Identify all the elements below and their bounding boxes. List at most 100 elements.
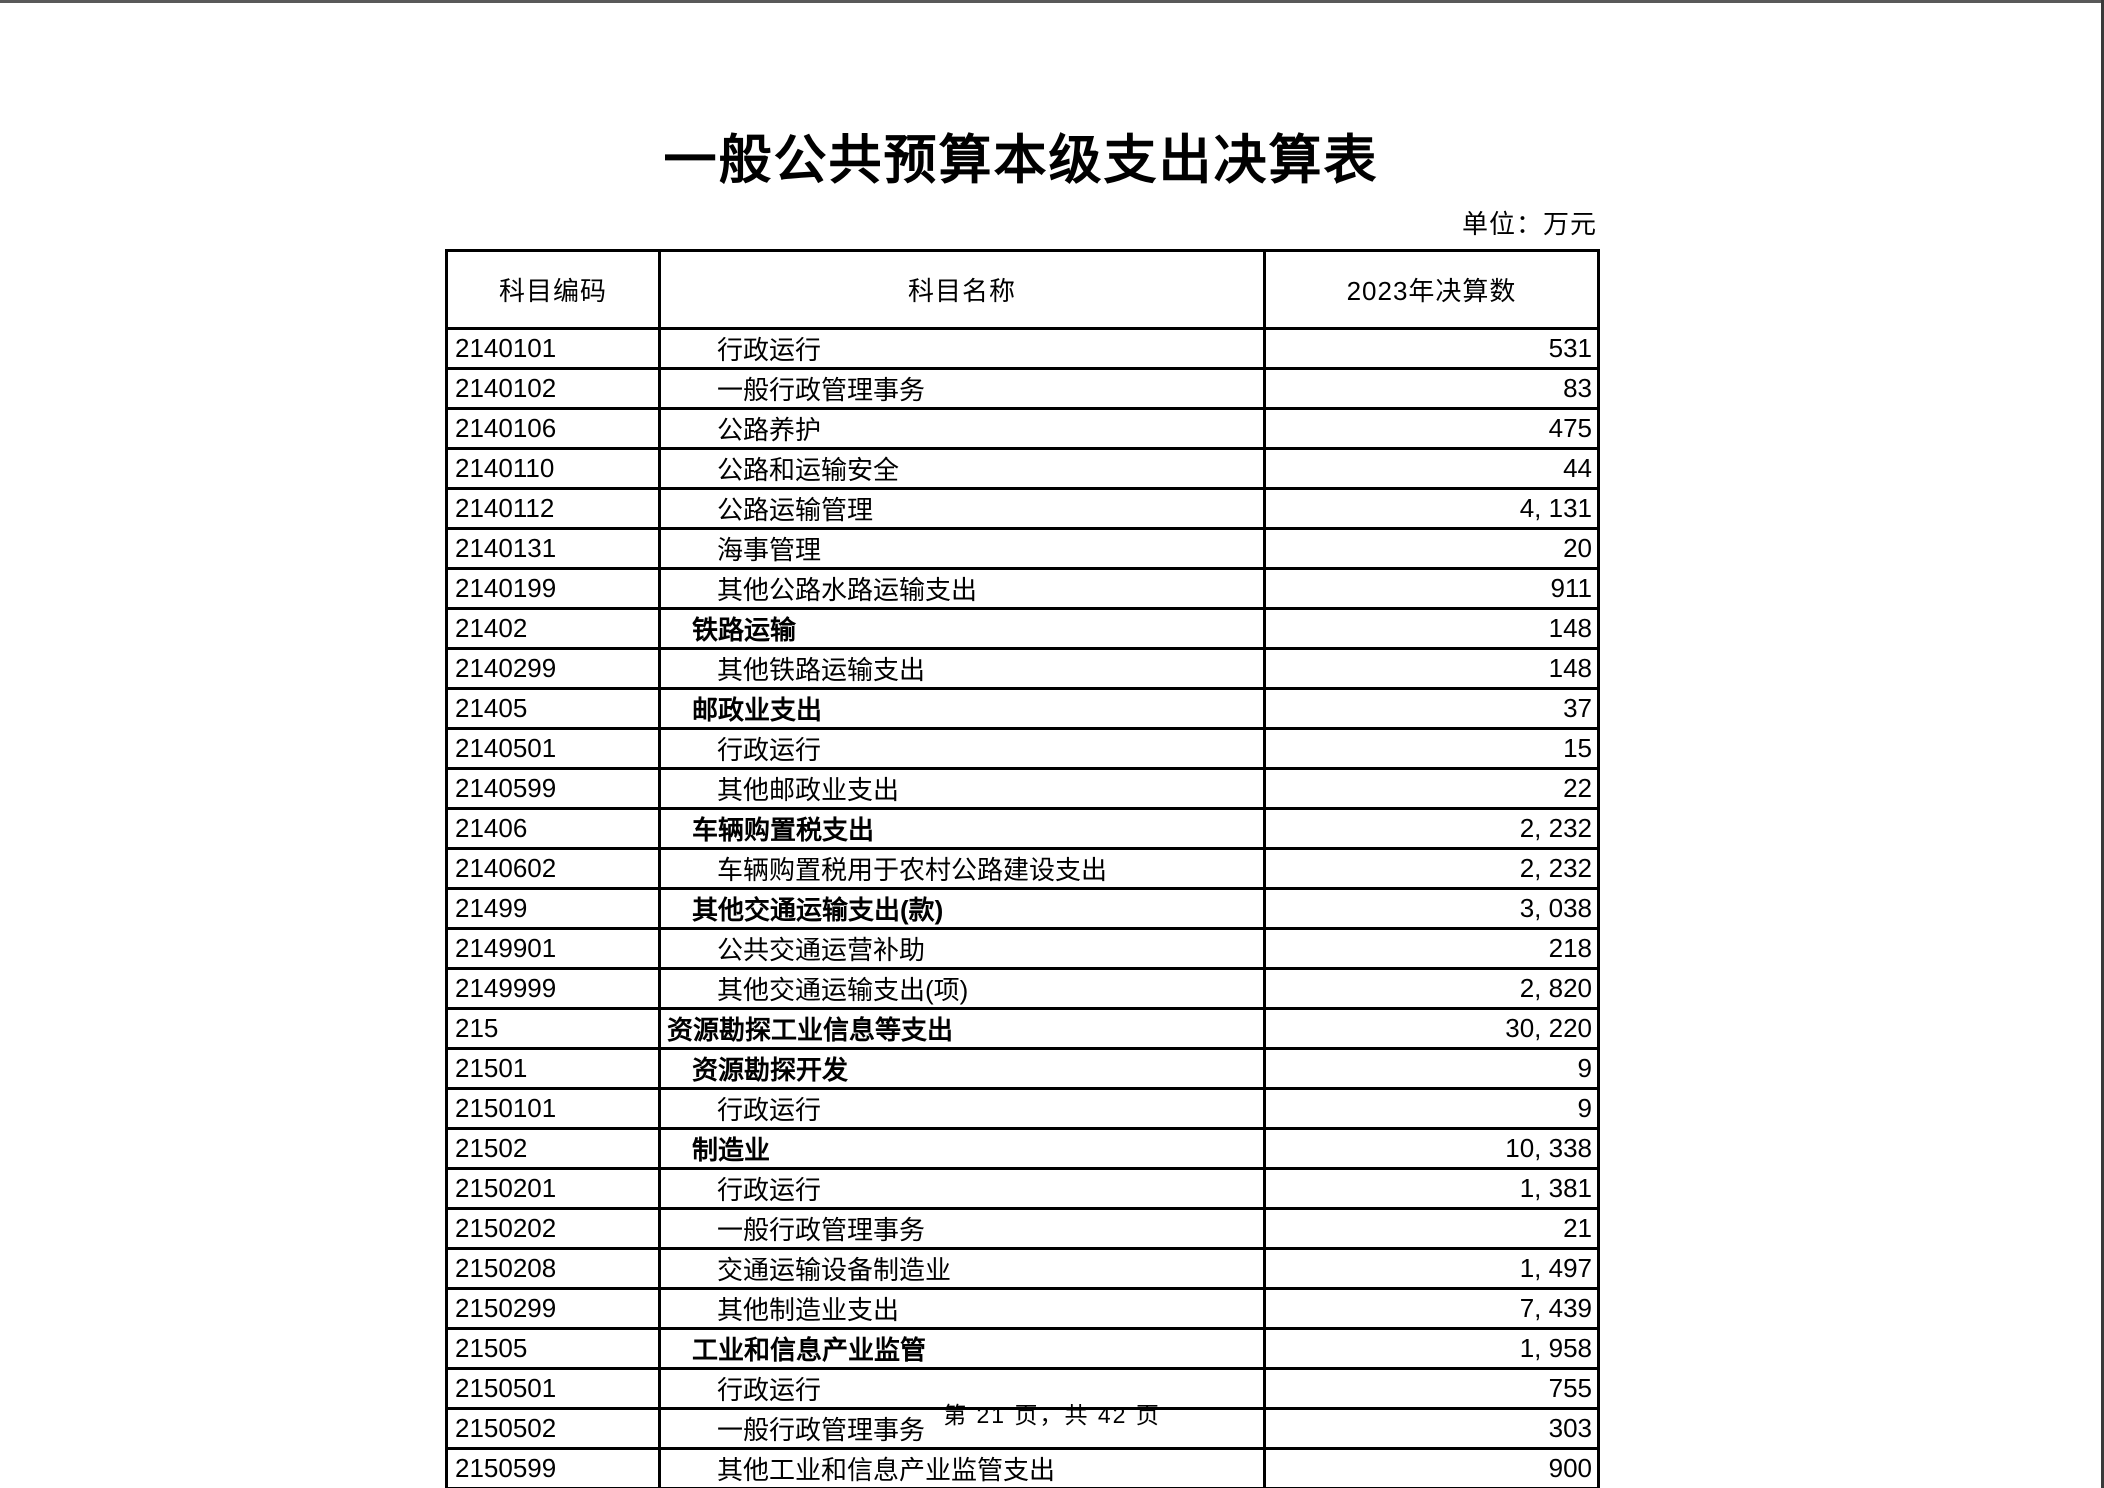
subject-name-cell: 行政运行 bbox=[658, 327, 1266, 370]
subject-name-cell: 行政运行 bbox=[658, 727, 1266, 770]
subject-name-cell: 公路和运输安全 bbox=[658, 447, 1266, 490]
subject-name-cell: 一般行政管理事务 bbox=[658, 1407, 1266, 1450]
subject-name-cell: 其他交通运输支出(款) bbox=[658, 887, 1266, 930]
subject-name-cell: 海事管理 bbox=[658, 527, 1266, 570]
subject-code-cell: 21499 bbox=[445, 887, 661, 930]
final-amount-cell: 2, 820 bbox=[1263, 967, 1600, 1010]
subject-code-cell: 2150599 bbox=[445, 1447, 661, 1488]
table-row: 215 资源勘探工业信息等支出 30, 220 bbox=[445, 1007, 1600, 1050]
table-header-row: 科目编码 科目名称 2023年决算数 bbox=[445, 249, 1600, 330]
table-row: 2150501 行政运行 755 bbox=[445, 1367, 1600, 1410]
subject-name-cell: 其他公路水路运输支出 bbox=[658, 567, 1266, 610]
subject-code-cell: 2150501 bbox=[445, 1367, 661, 1410]
subject-code-cell: 2150101 bbox=[445, 1087, 661, 1130]
table-row: 2150202 一般行政管理事务 21 bbox=[445, 1207, 1600, 1250]
page-title: 一般公共预算本级支出决算表 bbox=[663, 131, 1379, 190]
table-row: 2150208 交通运输设备制造业 1, 497 bbox=[445, 1247, 1600, 1290]
table-row: 2149901 公共交通运营补助 218 bbox=[445, 927, 1600, 970]
table-row: 21501 资源勘探开发 9 bbox=[445, 1047, 1600, 1090]
subject-name-cell: 一般行政管理事务 bbox=[658, 367, 1266, 410]
final-amount-cell: 83 bbox=[1263, 367, 1600, 410]
final-amount-cell: 475 bbox=[1263, 407, 1600, 450]
subject-name-cell: 铁路运输 bbox=[658, 607, 1266, 650]
table-row: 2140602 车辆购置税用于农村公路建设支出 2, 232 bbox=[445, 847, 1600, 890]
final-amount-cell: 531 bbox=[1263, 327, 1600, 370]
subject-name-cell: 资源勘探开发 bbox=[658, 1047, 1266, 1090]
table-row: 2140599 其他邮政业支出 22 bbox=[445, 767, 1600, 810]
table-row: 2149999 其他交通运输支出(项) 2, 820 bbox=[445, 967, 1600, 1010]
table-row: 2140110 公路和运输安全 44 bbox=[445, 447, 1600, 490]
subject-name-cell: 公路运输管理 bbox=[658, 487, 1266, 530]
table-row: 2140199 其他公路水路运输支出 911 bbox=[445, 567, 1600, 610]
table-row: 2140102 一般行政管理事务 83 bbox=[445, 367, 1600, 410]
column-header-final-amount: 2023年决算数 bbox=[1263, 249, 1600, 330]
subject-name-cell: 车辆购置税支出 bbox=[658, 807, 1266, 850]
subject-name-cell: 公共交通运营补助 bbox=[658, 927, 1266, 970]
final-amount-cell: 44 bbox=[1263, 447, 1600, 490]
subject-code-cell: 2140299 bbox=[445, 647, 661, 690]
final-amount-cell: 1, 958 bbox=[1263, 1327, 1600, 1370]
subject-name-cell: 其他交通运输支出(项) bbox=[658, 967, 1266, 1010]
subject-code-cell: 2149901 bbox=[445, 927, 661, 970]
subject-code-cell: 2140112 bbox=[445, 487, 661, 530]
budget-table: 科目编码 科目名称 2023年决算数 2140101 行政运行 531 2140… bbox=[445, 249, 1600, 1488]
subject-code-cell: 21505 bbox=[445, 1327, 661, 1370]
table-row: 2140131 海事管理 20 bbox=[445, 527, 1600, 570]
table-row: 21505 工业和信息产业监管 1, 958 bbox=[445, 1327, 1600, 1370]
subject-code-cell: 2150502 bbox=[445, 1407, 661, 1450]
subject-code-cell: 2140199 bbox=[445, 567, 661, 610]
final-amount-cell: 900 bbox=[1263, 1447, 1600, 1488]
table-row: 21402 铁路运输 148 bbox=[445, 607, 1600, 650]
final-amount-cell: 4, 131 bbox=[1263, 487, 1600, 530]
subject-name-cell: 工业和信息产业监管 bbox=[658, 1327, 1266, 1370]
subject-code-cell: 21405 bbox=[445, 687, 661, 730]
column-header-subject-code: 科目编码 bbox=[445, 249, 661, 330]
subject-name-cell: 行政运行 bbox=[658, 1087, 1266, 1130]
final-amount-cell: 15 bbox=[1263, 727, 1600, 770]
window-right-edge bbox=[2101, 0, 2104, 1488]
subject-code-cell: 21402 bbox=[445, 607, 661, 650]
subject-code-cell: 21406 bbox=[445, 807, 661, 850]
subject-name-cell: 行政运行 bbox=[658, 1367, 1266, 1410]
final-amount-cell: 9 bbox=[1263, 1047, 1600, 1090]
subject-code-cell: 215 bbox=[445, 1007, 661, 1050]
final-amount-cell: 7, 439 bbox=[1263, 1287, 1600, 1330]
final-amount-cell: 37 bbox=[1263, 687, 1600, 730]
final-amount-cell: 755 bbox=[1263, 1367, 1600, 1410]
table-row: 2150599 其他工业和信息产业监管支出 900 bbox=[445, 1447, 1600, 1488]
page-number: 第 21 页，共 42 页 bbox=[943, 1402, 1161, 1428]
final-amount-cell: 20 bbox=[1263, 527, 1600, 570]
table-row: 21405 邮政业支出 37 bbox=[445, 687, 1600, 730]
final-amount-cell: 911 bbox=[1263, 567, 1600, 610]
final-amount-cell: 2, 232 bbox=[1263, 847, 1600, 890]
table-row: 2150502 一般行政管理事务 303 bbox=[445, 1407, 1600, 1450]
final-amount-cell: 148 bbox=[1263, 647, 1600, 690]
subject-name-cell: 其他铁路运输支出 bbox=[658, 647, 1266, 690]
final-amount-cell: 1, 381 bbox=[1263, 1167, 1600, 1210]
subject-code-cell: 2150208 bbox=[445, 1247, 661, 1290]
column-header-subject-name: 科目名称 bbox=[658, 249, 1266, 330]
table-row: 2150101 行政运行 9 bbox=[445, 1087, 1600, 1130]
table-row: 2140101 行政运行 531 bbox=[445, 327, 1600, 370]
subject-code-cell: 2150299 bbox=[445, 1287, 661, 1330]
table-row: 2140112 公路运输管理 4, 131 bbox=[445, 487, 1600, 530]
subject-name-cell: 交通运输设备制造业 bbox=[658, 1247, 1266, 1290]
final-amount-cell: 22 bbox=[1263, 767, 1600, 810]
subject-code-cell: 2140501 bbox=[445, 727, 661, 770]
subject-code-cell: 2140602 bbox=[445, 847, 661, 890]
subject-name-cell: 制造业 bbox=[658, 1127, 1266, 1170]
table-row: 21406 车辆购置税支出 2, 232 bbox=[445, 807, 1600, 850]
subject-code-cell: 2140106 bbox=[445, 407, 661, 450]
subject-code-cell: 2149999 bbox=[445, 967, 661, 1010]
subject-code-cell: 21501 bbox=[445, 1047, 661, 1090]
final-amount-cell: 303 bbox=[1263, 1407, 1600, 1450]
table-row: 2150299 其他制造业支出 7, 439 bbox=[445, 1287, 1600, 1330]
table-row: 2150201 行政运行 1, 381 bbox=[445, 1167, 1600, 1210]
subject-code-cell: 2140599 bbox=[445, 767, 661, 810]
subject-code-cell: 2150202 bbox=[445, 1207, 661, 1250]
subject-name-cell: 其他邮政业支出 bbox=[658, 767, 1266, 810]
final-amount-cell: 3, 038 bbox=[1263, 887, 1600, 930]
table-row: 2140106 公路养护 475 bbox=[445, 407, 1600, 450]
subject-code-cell: 2150201 bbox=[445, 1167, 661, 1210]
